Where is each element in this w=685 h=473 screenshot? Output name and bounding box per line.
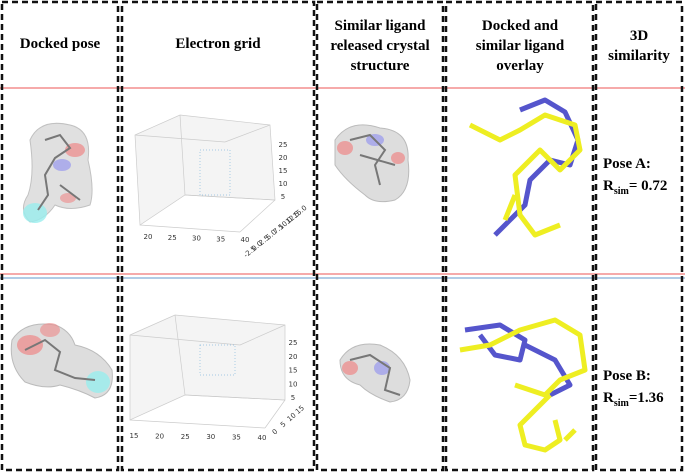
x-tick-label: 20: [155, 432, 164, 440]
z-tick-label: 20: [289, 353, 298, 361]
z-tick-label: 5: [281, 193, 285, 201]
overlay-b: [459, 317, 588, 453]
x-tick-label: 35: [216, 235, 225, 243]
x-tick-label: 15: [130, 432, 139, 440]
y-tick-label: 5: [279, 420, 288, 429]
header: 3D: [630, 28, 649, 44]
r-sim: Rsim= 0.72: [603, 178, 667, 197]
header: Docked and: [482, 18, 559, 34]
header: Electron grid: [175, 36, 261, 52]
electron-grid-b: [129, 314, 286, 429]
z-tick-label: 25: [279, 141, 288, 149]
z-tick-label: 25: [289, 339, 298, 347]
x-tick-label: 25: [168, 234, 177, 242]
x-tick-label: 30: [206, 433, 215, 441]
crystal-structure-a: [334, 124, 410, 203]
pose-label: Pose A:: [603, 156, 651, 172]
z-tick-label: 15: [289, 367, 298, 375]
pose-label: Pose B:: [603, 368, 651, 384]
z-tick-label: 10: [289, 380, 298, 388]
electron-grid-a: [134, 114, 276, 233]
z-tick-label: 5: [291, 394, 295, 402]
z-tick-label: 15: [279, 167, 288, 175]
docked-pose-b: [10, 323, 113, 399]
z-tick-label: 10: [279, 180, 288, 188]
x-tick-label: 20: [144, 233, 153, 241]
header: similarity: [608, 48, 670, 64]
header: Similar ligand: [335, 18, 427, 34]
y-tick-label: 0: [271, 427, 280, 436]
header: released crystal: [330, 38, 429, 54]
overlay-a: [468, 97, 583, 238]
header: overlay: [496, 58, 544, 74]
z-tick-label: 20: [279, 154, 288, 162]
x-tick-label: 35: [232, 434, 241, 442]
x-tick-label: 25: [181, 433, 190, 441]
header: Docked pose: [20, 36, 101, 52]
r-sim: Rsim=1.36: [603, 390, 664, 409]
y-tick-label: 10: [286, 411, 298, 423]
x-tick-label: 40: [241, 236, 250, 244]
header: similar ligand: [476, 38, 565, 54]
crystal-structure-b: [339, 343, 411, 403]
y-tick-label: 15: [294, 404, 306, 416]
docked-pose-a: [23, 122, 93, 223]
x-tick-label: 30: [192, 235, 201, 243]
header: structure: [351, 58, 410, 74]
y-tick-label: 15.0: [291, 204, 308, 220]
x-tick-label: 40: [258, 434, 267, 442]
